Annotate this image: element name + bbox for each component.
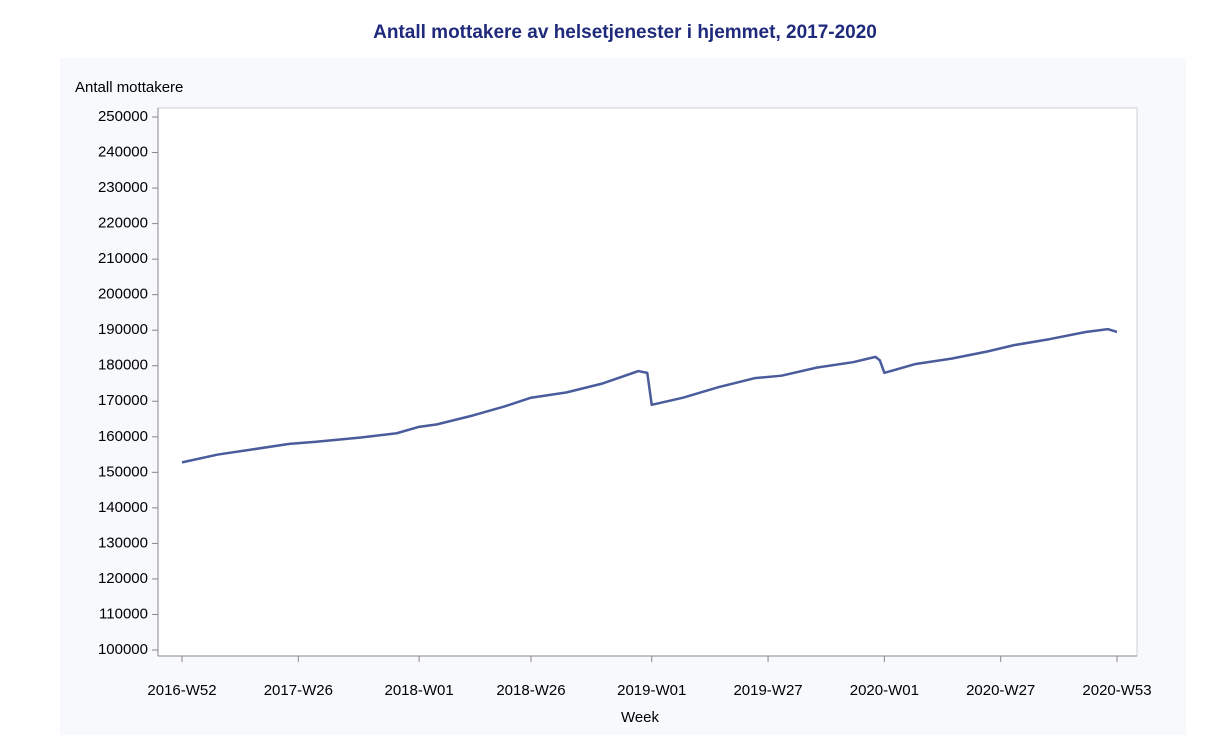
y-tick-label: 150000 (98, 463, 148, 480)
x-tick-label: 2020-W01 (850, 682, 919, 699)
y-tick-label: 240000 (98, 144, 148, 161)
y-tick-label: 230000 (98, 179, 148, 196)
y-tick-label: 250000 (98, 108, 148, 125)
y-tick-label: 180000 (98, 357, 148, 374)
y-tick-label: 130000 (98, 534, 148, 551)
x-tick-label: 2016-W52 (147, 682, 216, 699)
x-tick-label: 2018-W01 (384, 682, 453, 699)
y-axis-label: Antall mottakere (75, 79, 183, 96)
x-tick-label: 2019-W01 (617, 682, 686, 699)
y-tick-label: 170000 (98, 392, 148, 409)
y-tick-label: 140000 (98, 499, 148, 516)
x-tick-label: 2020-W53 (1082, 682, 1151, 699)
y-tick-label: 210000 (98, 250, 148, 267)
x-tick-label: 2017-W26 (264, 682, 333, 699)
y-tick-label: 160000 (98, 428, 148, 445)
chart-title: Antall mottakere av helsetjenester i hje… (373, 22, 877, 43)
y-tick-label: 120000 (98, 570, 148, 587)
data-line (181, 327, 1118, 464)
y-tick-label: 100000 (98, 641, 148, 658)
y-tick-label: 200000 (98, 286, 148, 303)
y-tick-label: 220000 (98, 215, 148, 232)
x-tick-label: 2019-W27 (733, 682, 802, 699)
y-tick-label: 110000 (99, 605, 148, 622)
x-tick-label: 2020-W27 (966, 682, 1035, 699)
y-tick-label: 190000 (98, 321, 148, 338)
x-axis-label: Week (621, 709, 660, 726)
x-tick-label: 2018-W26 (496, 682, 565, 699)
